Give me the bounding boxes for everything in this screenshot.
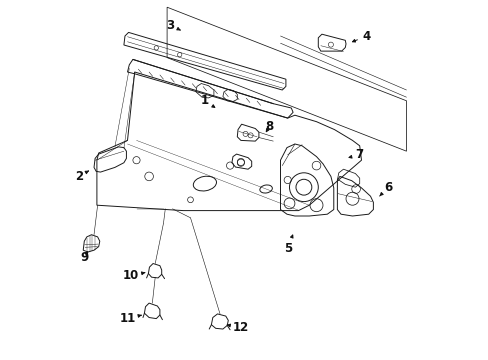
Text: 7: 7 — [348, 148, 363, 161]
Text: 3: 3 — [166, 19, 180, 32]
Text: 11: 11 — [119, 312, 141, 325]
Text: 5: 5 — [283, 235, 292, 255]
Text: 8: 8 — [265, 120, 273, 132]
Text: 2: 2 — [75, 170, 88, 183]
Text: 9: 9 — [80, 251, 88, 264]
Text: 1: 1 — [201, 94, 214, 107]
Text: 6: 6 — [379, 181, 392, 196]
Text: 10: 10 — [122, 269, 144, 282]
Text: 4: 4 — [352, 30, 370, 42]
Text: 12: 12 — [226, 321, 248, 334]
